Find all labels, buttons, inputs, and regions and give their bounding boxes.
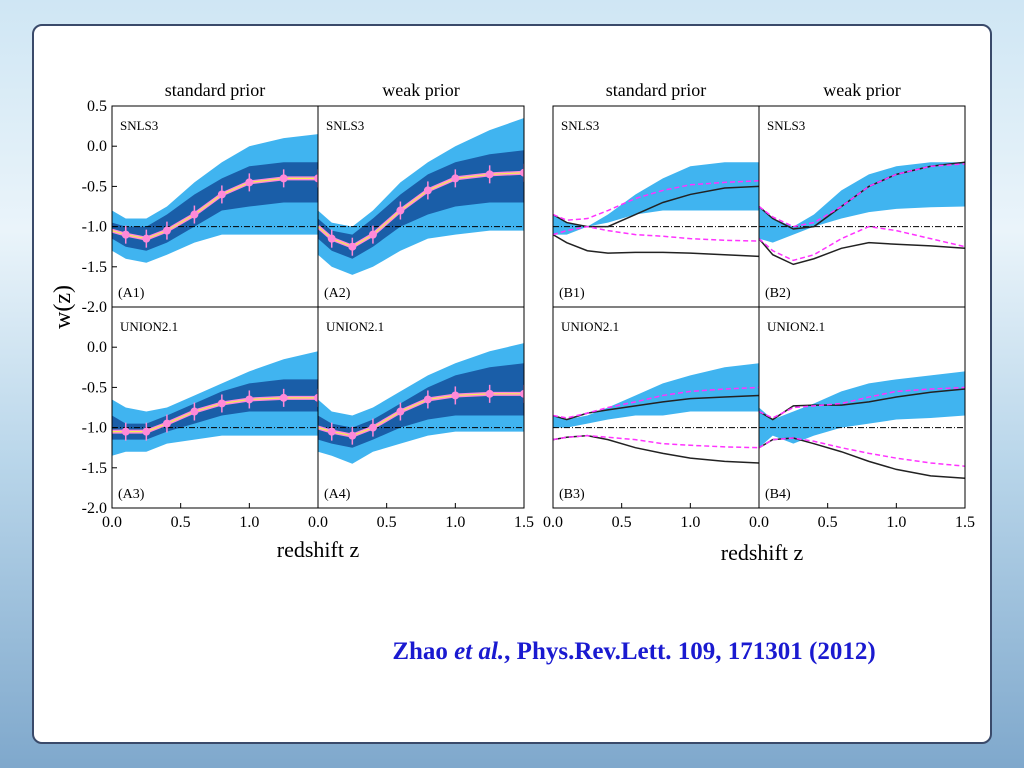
x-tick-label: 1.5 <box>955 514 975 531</box>
x-tick-label: 1.5 <box>514 514 534 531</box>
series-line <box>759 437 965 480</box>
series-line <box>553 233 759 258</box>
y-tick-label: -0.5 <box>82 379 107 396</box>
y-tick-label: -2.0 <box>82 500 107 517</box>
panel-tag: (A3) <box>118 487 145 502</box>
dataset-label: UNION2.1 <box>326 319 384 334</box>
confidence-band <box>759 371 965 448</box>
panel: UNION2.1 (A4) 0.0 0.5 1.0 1.5 <box>308 306 534 531</box>
x-tick-label: 0.0 <box>308 514 328 531</box>
series-line <box>553 225 759 242</box>
citation-author: Zhao <box>392 638 448 665</box>
x-tick-label: 1.0 <box>445 514 465 531</box>
panel: UNION2.1 (B4) 0.0 0.5 1.0 1.5 <box>749 306 975 531</box>
panel: UNION2.1 (B3) 0.0 0.5 1.0 <box>543 306 760 531</box>
dataset-label: SNLS3 <box>120 118 158 133</box>
panel-tag: (B1) <box>559 286 585 301</box>
series-line <box>759 238 965 266</box>
dataset-label: SNLS3 <box>767 118 805 133</box>
plot-area <box>759 371 965 480</box>
panel: SNLS3 (A2) <box>317 105 525 308</box>
column-title: standard prior <box>165 80 265 100</box>
y-tick-label: -1.0 <box>82 420 107 437</box>
y-axis-label: w(z) <box>50 285 76 329</box>
x-tick-label: 0.5 <box>818 514 838 531</box>
dataset-label: SNLS3 <box>326 118 364 133</box>
dataset-label: UNION2.1 <box>561 319 619 334</box>
data-point <box>520 168 524 177</box>
y-tick-label: 0.0 <box>87 339 107 356</box>
data-point <box>314 174 318 183</box>
column-title: weak prior <box>382 80 459 100</box>
citation-rest: , Phys.Rev.Lett. 109, 171301 (2012) <box>504 638 876 665</box>
y-tick-label: -0.5 <box>82 178 107 195</box>
column-title: weak prior <box>823 80 900 100</box>
series-line <box>759 388 965 421</box>
x-tick-label: 0.5 <box>171 514 191 531</box>
confidence-band <box>553 363 759 428</box>
citation-etal: et al. <box>454 638 505 665</box>
plot-area <box>553 363 759 464</box>
citation: Zhao et al., Phys.Rev.Lett. 109, 171301 … <box>0 638 1024 666</box>
plot-area <box>318 118 524 275</box>
column-title: standard prior <box>606 80 706 100</box>
series-line <box>553 434 759 464</box>
series-line <box>553 386 759 419</box>
panel-tag: (B2) <box>765 286 791 301</box>
dataset-label: UNION2.1 <box>767 319 825 334</box>
panel-frame <box>317 306 525 509</box>
x-tick-label: 0.0 <box>102 514 122 531</box>
plot-area <box>112 134 318 263</box>
y-tick-label: -1.5 <box>82 259 107 276</box>
x-tick-label: 0.0 <box>749 514 769 531</box>
panel: SNLS3 (B1) <box>552 105 760 308</box>
panel-tag: (A2) <box>324 286 351 301</box>
y-tick-label: -2.0 <box>82 299 107 316</box>
series-line <box>553 434 759 449</box>
x-tick-label: 1.0 <box>886 514 906 531</box>
panel-tag: (A1) <box>118 286 145 301</box>
x-tick-label: 0.0 <box>543 514 563 531</box>
series-line <box>759 437 965 467</box>
x-tick-label: 1.0 <box>680 514 700 531</box>
y-tick-label: 0.5 <box>87 98 107 115</box>
y-tick-label: 0.0 <box>87 138 107 155</box>
panel: UNION2.1(A3)0.0-0.5-1.0-1.5-2.00.0 0.5 1.0 <box>82 306 319 531</box>
plot-area <box>553 162 759 258</box>
x-axis-label: redshift z <box>277 537 360 562</box>
series-line <box>553 185 759 228</box>
confidence-band <box>759 162 965 243</box>
y-tick-label: -1.0 <box>82 219 107 236</box>
data-point <box>314 393 318 402</box>
x-axis-label: redshift z <box>721 540 804 565</box>
x-tick-label: 1.0 <box>239 514 259 531</box>
plot-area <box>112 351 318 456</box>
plot-area <box>318 343 524 464</box>
panel: SNLS3 (B2) <box>758 105 966 308</box>
panel-frame <box>758 306 966 509</box>
x-tick-label: 0.5 <box>377 514 397 531</box>
confidence-band <box>553 162 759 235</box>
panel: SNLS3 (A1) 0.5 0.0 -0.5 -1.0 -1.5 -2.0 <box>82 98 319 316</box>
plot-area <box>759 161 965 266</box>
panel-tag: (B4) <box>765 487 791 502</box>
panel-tag: (A4) <box>324 487 351 502</box>
series-line <box>759 163 965 228</box>
x-tick-label: 0.5 <box>612 514 632 531</box>
dataset-label: SNLS3 <box>561 118 599 133</box>
y-tick-label: -1.5 <box>82 460 107 477</box>
dataset-label: UNION2.1 <box>120 319 178 334</box>
data-point <box>520 389 524 398</box>
series-line <box>759 225 965 262</box>
panel-tag: (B3) <box>559 487 585 502</box>
series-line <box>553 394 759 421</box>
